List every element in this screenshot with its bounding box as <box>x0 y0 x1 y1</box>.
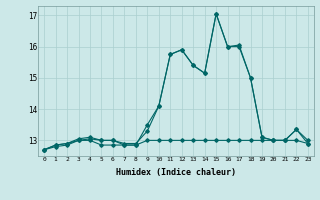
X-axis label: Humidex (Indice chaleur): Humidex (Indice chaleur) <box>116 168 236 177</box>
